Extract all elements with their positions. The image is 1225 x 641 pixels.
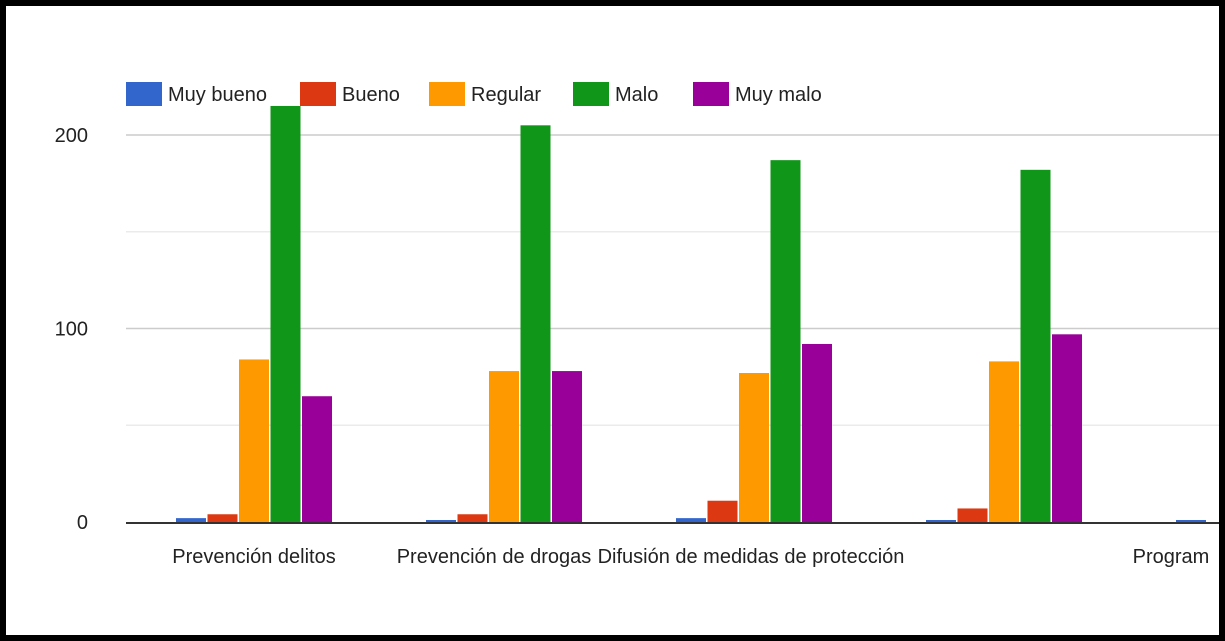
legend-label: Bueno: [342, 84, 400, 106]
bars: [176, 105, 1206, 522]
bar: [1020, 169, 1051, 522]
y-tick-label: 0: [77, 512, 88, 534]
category-label: Difusión de medidas de protección: [598, 546, 905, 568]
bar: [270, 105, 301, 522]
y-tick-label: 200: [55, 125, 88, 147]
legend-label: Muy bueno: [168, 84, 267, 106]
bar: [989, 361, 1019, 522]
y-tick-label: 100: [55, 319, 88, 341]
legend-swatch: [300, 82, 336, 106]
category-labels: Prevención delitos Prevención de drogas Di…: [172, 546, 1209, 568]
bar: [552, 371, 582, 522]
bar: [426, 520, 456, 522]
legend-label: Muy malo: [735, 84, 822, 106]
legend-item: Muy bueno: [126, 82, 267, 106]
legend-swatch: [429, 82, 465, 106]
bar: [739, 373, 769, 522]
bar: [926, 520, 956, 522]
legend-swatch: [573, 82, 609, 106]
category-label: Prevención de drogas: [397, 546, 592, 568]
category-label: Program: [1133, 546, 1210, 568]
bar: [489, 371, 519, 522]
bar: [802, 343, 832, 522]
bar: [1052, 334, 1082, 522]
legend-label: Regular: [471, 84, 541, 106]
bar: [1176, 520, 1206, 522]
legend-item: Bueno: [300, 82, 400, 106]
bar: [957, 508, 988, 522]
legend: Muy bueno Bueno Regular Malo Muy malo: [126, 82, 822, 106]
bar: [457, 514, 488, 522]
y-axis-ticks: 0 100 200: [55, 125, 88, 534]
bar-chart: 0 100 200 Prevención delitos Prevención de …: [55, 82, 1219, 568]
bar: [676, 518, 706, 522]
bar: [770, 160, 801, 522]
bar: [176, 518, 206, 522]
legend-swatch: [693, 82, 729, 106]
bar: [239, 359, 269, 522]
legend-swatch: [126, 82, 162, 106]
bar: [207, 514, 238, 522]
legend-item: Regular: [429, 82, 541, 106]
bar: [707, 500, 738, 522]
bar: [302, 396, 332, 522]
legend-label: Malo: [615, 84, 658, 106]
category-label: Prevención delitos: [172, 546, 335, 568]
legend-item: Muy malo: [693, 82, 822, 106]
legend-item: Malo: [573, 82, 658, 106]
bar: [520, 125, 551, 522]
